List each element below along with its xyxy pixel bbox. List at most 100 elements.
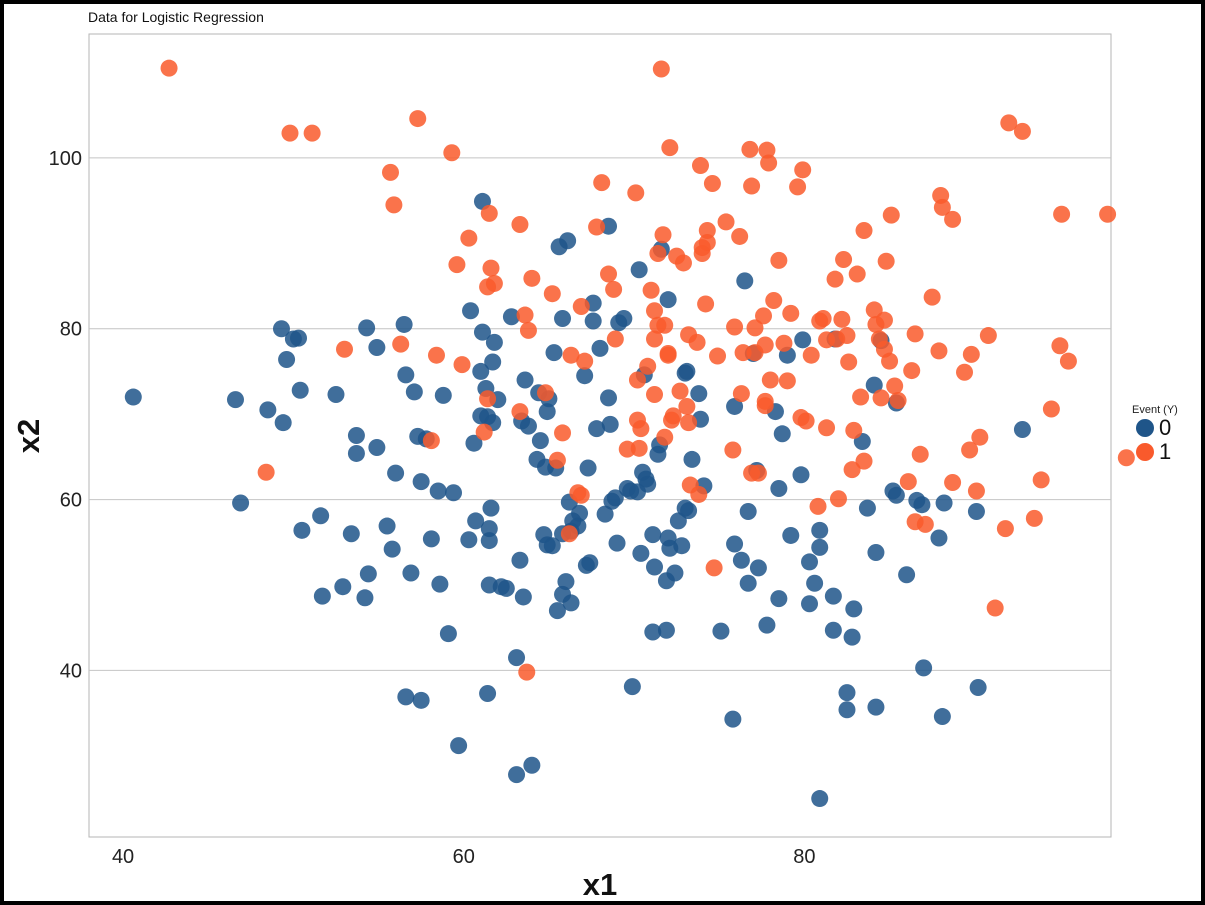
data-point-class-0: [383, 540, 401, 558]
data-point-class-1: [756, 392, 774, 410]
data-point-class-0: [608, 534, 626, 552]
data-point-class-1: [734, 344, 752, 362]
data-point-class-0: [450, 737, 468, 755]
data-point-class-1: [1000, 114, 1018, 132]
data-point-class-0: [508, 766, 526, 784]
data-point-class-1: [826, 270, 844, 288]
data-point-class-0: [915, 659, 933, 677]
data-point-class-0: [615, 309, 633, 327]
data-point-class-0: [402, 564, 420, 582]
data-point-class-0: [232, 494, 250, 512]
data-point-class-0: [278, 350, 296, 368]
data-point-class-1: [746, 319, 764, 337]
data-point-class-1: [911, 445, 929, 463]
data-point-class-0: [639, 475, 657, 493]
data-point-class-0: [557, 573, 575, 591]
data-point-class-0: [824, 621, 842, 639]
data-point-class-0: [293, 521, 311, 539]
data-point-class-1: [703, 174, 721, 192]
data-point-class-0: [579, 459, 597, 477]
data-point-class-1: [979, 327, 997, 345]
data-point-class-1: [422, 432, 440, 450]
data-point-class-1: [944, 473, 962, 491]
data-point-class-1: [562, 346, 580, 364]
data-point-class-1: [627, 184, 645, 202]
data-point-class-1: [971, 428, 989, 446]
data-point-class-0: [554, 309, 572, 327]
data-point-class-1: [646, 385, 664, 403]
data-point-class-0: [559, 232, 577, 250]
data-point-class-1: [639, 357, 657, 375]
data-point-class-0: [368, 339, 386, 357]
data-point-class-1: [303, 124, 321, 142]
data-point-class-1: [649, 245, 667, 263]
data-point-class-1: [899, 473, 917, 491]
data-point-class-1: [516, 306, 534, 324]
x-tick-label: 60: [453, 846, 475, 868]
data-point-class-0: [368, 438, 386, 456]
data-point-class-0: [811, 538, 829, 556]
data-point-class-0: [782, 526, 800, 544]
data-point-class-0: [739, 503, 757, 521]
data-point-class-0: [601, 415, 619, 433]
data-point-class-1: [843, 461, 861, 479]
data-point-class-0: [591, 339, 609, 357]
data-point-class-0: [630, 261, 648, 279]
data-point-class-0: [531, 432, 549, 450]
legend-swatch-1: [1136, 443, 1154, 461]
data-point-class-1: [886, 377, 904, 395]
data-point-class-0: [259, 401, 277, 419]
data-point-class-0: [683, 450, 701, 468]
data-point-class-1: [845, 421, 863, 439]
data-point-class-1: [479, 390, 497, 408]
data-point-class-1: [698, 233, 716, 251]
data-point-class-0: [538, 403, 556, 421]
y-tick-label: 40: [60, 660, 82, 682]
data-point-class-0: [429, 482, 447, 500]
data-point-class-0: [843, 628, 861, 646]
data-point-class-1: [852, 388, 870, 406]
data-point-class-1: [717, 213, 735, 231]
data-point-class-1: [543, 285, 561, 303]
data-point-class-0: [272, 320, 290, 338]
data-point-class-0: [967, 503, 985, 521]
data-point-class-1: [770, 251, 788, 269]
data-point-class-1: [1059, 352, 1077, 370]
data-point-class-0: [736, 272, 754, 290]
data-point-class-0: [887, 486, 905, 504]
data-point-class-1: [606, 330, 624, 348]
data-point-class-1: [381, 163, 399, 181]
data-point-class-0: [359, 565, 377, 583]
data-point-class-0: [632, 544, 650, 562]
data-point-class-1: [881, 352, 899, 370]
data-point-class-1: [782, 304, 800, 322]
data-point-class-0: [770, 479, 788, 497]
data-point-class-0: [482, 499, 500, 517]
data-point-class-1: [385, 196, 403, 214]
data-point-class-1: [875, 311, 893, 329]
data-point-class-1: [448, 256, 466, 274]
data-point-class-0: [472, 362, 490, 380]
data-point-class-1: [632, 420, 650, 438]
data-point-class-1: [646, 330, 664, 348]
data-point-class-0: [516, 371, 534, 389]
data-point-class-0: [519, 417, 537, 435]
data-point-class-0: [395, 315, 413, 333]
data-point-class-1: [678, 397, 696, 415]
data-point-class-0: [356, 589, 374, 607]
data-point-class-1: [758, 141, 776, 159]
data-point-class-0: [434, 386, 452, 404]
data-point-class-0: [397, 366, 415, 384]
data-point-class-1: [654, 226, 672, 244]
legend-label-1: 1: [1159, 439, 1172, 464]
data-point-class-1: [741, 140, 759, 158]
data-point-class-1: [872, 389, 890, 407]
data-point-class-1: [840, 353, 858, 371]
data-point-class-1: [257, 463, 275, 481]
data-point-class-0: [445, 484, 463, 502]
data-point-class-1: [642, 281, 660, 299]
x-tick-label: 80: [793, 846, 815, 868]
data-point-class-1: [835, 251, 853, 269]
data-point-class-0: [313, 587, 331, 605]
